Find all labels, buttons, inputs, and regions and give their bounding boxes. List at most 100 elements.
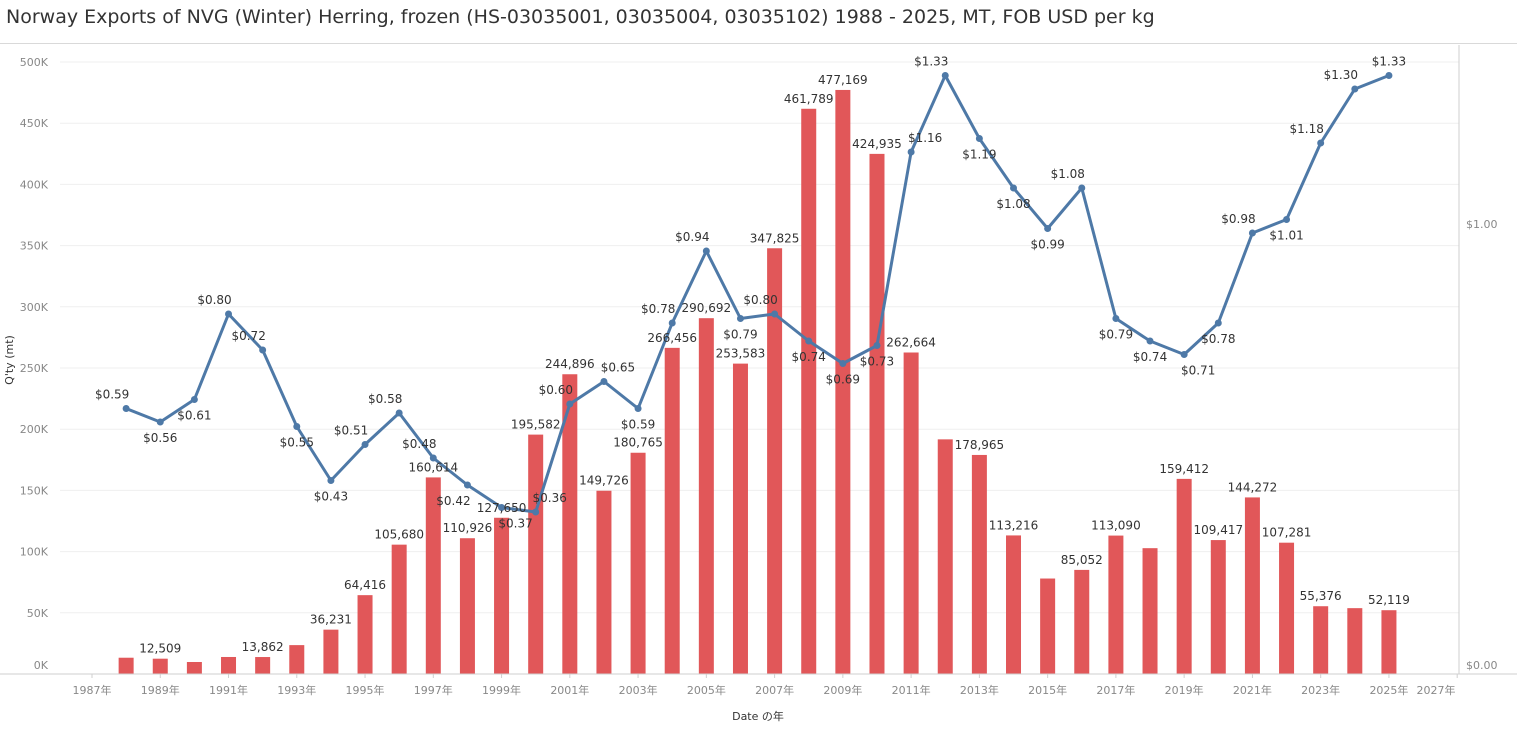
price-data-label: $0.78	[1201, 332, 1235, 346]
bar	[1381, 610, 1397, 674]
x-tick-label: 2011年	[892, 683, 931, 697]
data-labels: 12,509 13,862 36,231 64,416 105,680 160,614 11…	[95, 55, 1410, 656]
chart-title: Norway Exports of NVG (Winter) Herring, …	[6, 6, 1155, 28]
price-data-label: $0.42	[436, 494, 470, 508]
y-tick-label: 300K	[20, 301, 49, 314]
bar	[971, 454, 987, 674]
y-tick-label: 150K	[20, 484, 49, 497]
price-point	[702, 247, 710, 255]
bar	[562, 374, 578, 674]
bar	[118, 657, 134, 674]
price-data-label: $1.16	[908, 131, 942, 145]
price-data-label: $1.33	[914, 55, 948, 69]
price-point	[1078, 184, 1086, 192]
price-point	[805, 337, 813, 345]
price-point	[190, 396, 198, 403]
bar-data-label: 195,582	[511, 418, 561, 432]
bar-data-label: 109,417	[1193, 523, 1243, 537]
price-data-label: $0.99	[1030, 238, 1064, 252]
price-point	[293, 423, 301, 430]
price-data-label: $0.78	[641, 302, 675, 316]
bar-data-label: 113,090	[1091, 519, 1141, 533]
price-point	[839, 360, 847, 367]
bar	[596, 490, 612, 674]
price-point	[1010, 184, 1018, 192]
price-data-label: $1.19	[962, 148, 996, 162]
x-tick-label: 2015年	[1028, 683, 1067, 697]
bar-data-label: 13,862	[242, 640, 284, 654]
price-data-label: $0.58	[368, 392, 402, 406]
bar	[937, 439, 953, 674]
bar-data-label: 262,664	[886, 335, 936, 349]
price-point	[395, 409, 403, 417]
price-point	[634, 405, 642, 412]
x-tick-label: 2027年	[1417, 683, 1456, 697]
price-point	[1283, 216, 1291, 223]
bar	[1313, 606, 1329, 674]
price-data-label: $0.94	[675, 230, 709, 244]
bar	[1347, 608, 1363, 674]
bar	[698, 318, 714, 674]
price-data-label: $0.59	[621, 418, 655, 432]
y-tick-label: 500K	[20, 56, 49, 69]
bar-data-label: 178,965	[955, 438, 1005, 452]
y-tick-label: 350K	[20, 240, 49, 253]
bar	[1244, 497, 1260, 674]
bar-data-label: 180,765	[613, 436, 663, 450]
bar-data-label: 127,650	[477, 501, 527, 515]
bar	[767, 248, 783, 674]
bar	[1074, 569, 1090, 674]
x-tick-label: 1995年	[346, 683, 385, 697]
bar-data-label: 477,169	[818, 73, 868, 87]
bar-data-label: 347,825	[750, 231, 800, 245]
bar	[835, 89, 851, 675]
y-tick-label: 0K	[34, 659, 49, 672]
bar	[221, 656, 237, 674]
bar-data-label: 144,272	[1228, 480, 1278, 494]
price-point	[225, 310, 233, 318]
price-data-label: $1.33	[1372, 55, 1406, 69]
price-point	[463, 481, 471, 489]
price-data-label: $0.80	[743, 293, 777, 307]
price-point	[736, 315, 744, 322]
bar	[732, 363, 748, 674]
bar	[494, 517, 510, 674]
price-point	[941, 72, 949, 79]
price-data-label: $0.61	[177, 409, 211, 423]
bar-data-label: 12,509	[139, 642, 181, 656]
bar	[1006, 535, 1022, 674]
y-tick-label: 250K	[20, 362, 49, 375]
bar-data-label: 64,416	[344, 578, 386, 592]
y-tick-label: 400K	[20, 178, 49, 191]
price-data-label: $0.79	[1099, 328, 1133, 342]
price-data-label: $0.98	[1221, 212, 1255, 226]
price-point	[1044, 225, 1052, 232]
bar	[323, 629, 339, 674]
bar	[1108, 535, 1124, 674]
x-tick-label: 2017年	[1096, 683, 1135, 697]
price-data-label: $0.65	[601, 361, 635, 375]
price-data-label: $0.55	[280, 436, 314, 450]
price-point	[907, 148, 915, 156]
bar-series	[118, 89, 1397, 675]
x-tick-label: 2019年	[1165, 683, 1204, 697]
x-tick-label: 2013年	[960, 683, 999, 697]
x-tick-label: 1999年	[482, 683, 521, 697]
bar	[289, 645, 305, 674]
y-axis-label: Q'ty (mt)	[3, 335, 16, 385]
bar	[391, 544, 407, 674]
price-point	[1317, 139, 1325, 147]
price-data-label: $0.43	[314, 490, 348, 504]
title-divider	[0, 43, 1517, 44]
x-tick-label: 1993年	[277, 683, 316, 697]
price-point	[498, 504, 506, 511]
bar	[255, 657, 271, 674]
bar-data-label: 160,614	[408, 460, 458, 474]
price-data-label: $0.37	[498, 517, 532, 531]
bar-data-label: 107,281	[1262, 526, 1312, 540]
price-point	[1112, 315, 1120, 322]
bar	[1210, 540, 1226, 674]
x-tick-label: 1997年	[414, 683, 453, 697]
bar	[425, 477, 441, 674]
